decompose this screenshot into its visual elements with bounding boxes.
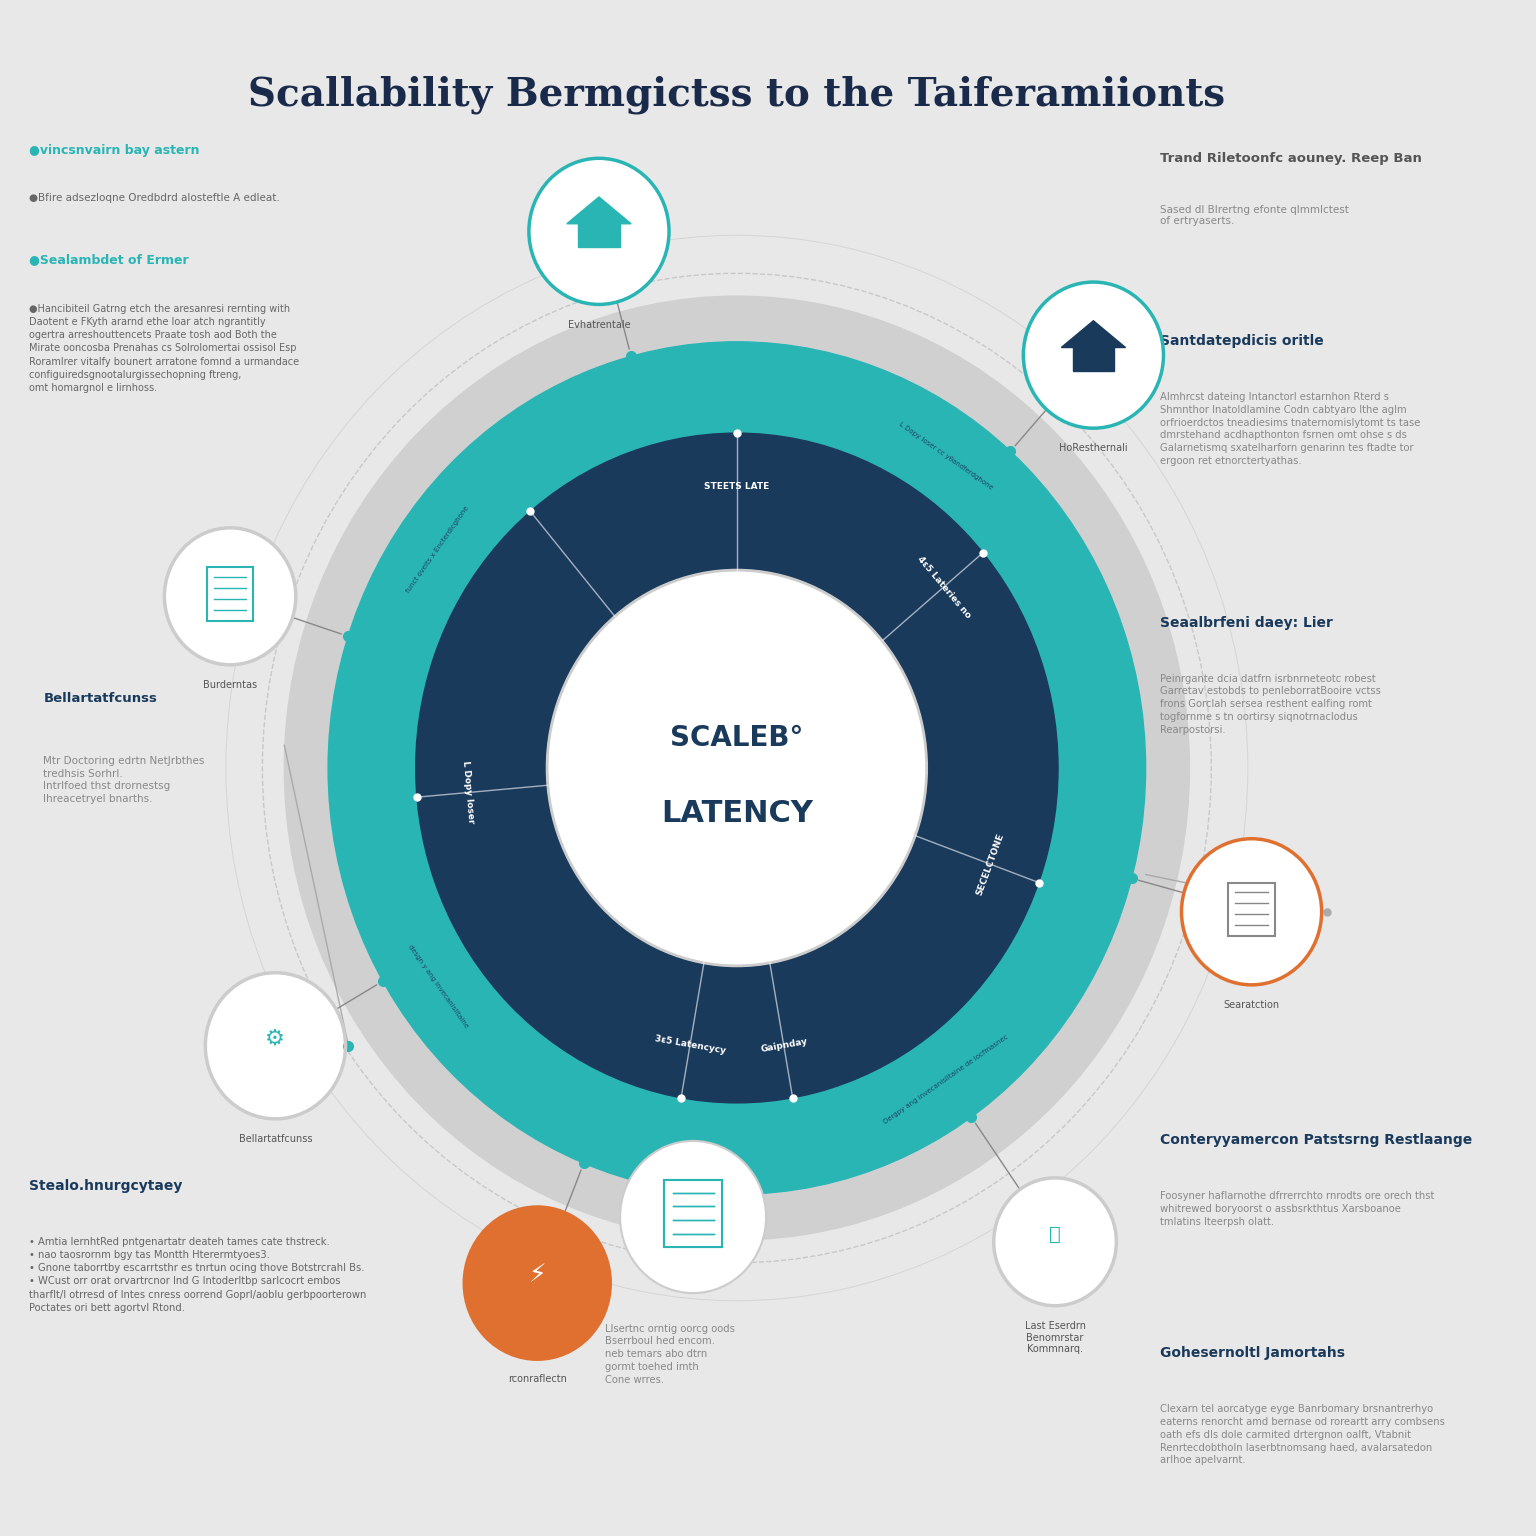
Text: rconraflectn: rconraflectn — [508, 1375, 567, 1384]
Polygon shape — [567, 197, 631, 224]
Circle shape — [416, 433, 1058, 1103]
Text: ●Hancibiteil Gatrng etch the aresanresi rernting with
Daotent e FKyth ararnd eth: ●Hancibiteil Gatrng etch the aresanresi … — [29, 304, 300, 393]
Text: 4ε5 Lateries no: 4ε5 Lateries no — [915, 554, 972, 619]
Text: • Amtia lernhtRed pntgenartatr deateh tames cate thstreck.
• nao taosrornm bgy t: • Amtia lernhtRed pntgenartatr deateh ta… — [29, 1236, 366, 1313]
Text: Stealo.hnurgcytaey: Stealo.hnurgcytaey — [29, 1180, 183, 1193]
Text: Bellartatfcunss: Bellartatfcunss — [238, 1134, 312, 1144]
Text: Gaipnday: Gaipnday — [759, 1037, 808, 1054]
Circle shape — [1023, 283, 1163, 429]
Text: Sased dl Blrertng efonte qlmmlctest
of ertryaserts.: Sased dl Blrertng efonte qlmmlctest of e… — [1160, 204, 1349, 226]
Circle shape — [284, 296, 1189, 1240]
Text: ⚡: ⚡ — [528, 1264, 545, 1287]
Bar — [207, 567, 253, 621]
Circle shape — [621, 1141, 766, 1293]
Text: Llsertnc orntig oorcg oods
Bserrboul hed encom.
neb temars abo dtrn
gormt toehed: Llsertnc orntig oorcg oods Bserrboul hed… — [605, 1324, 736, 1385]
Text: Evhatrentale: Evhatrentale — [568, 319, 630, 330]
Text: desgn y ang invecanislitaine: desgn y ang invecanislitaine — [407, 943, 468, 1029]
Text: Mtr Doctoring edrtn NetJrbthes
tredhsis Sorhrl.
Intrlfoed thst drornestsg
Ihreac: Mtr Doctoring edrtn NetJrbthes tredhsis … — [43, 756, 204, 805]
Text: STEETS LATE: STEETS LATE — [703, 482, 770, 492]
Text: SCALEB°: SCALEB° — [670, 723, 803, 751]
Text: Bellartatfcunss: Bellartatfcunss — [43, 691, 157, 705]
Text: Santdatepdicis oritle: Santdatepdicis oritle — [1160, 335, 1324, 349]
Bar — [1072, 346, 1114, 372]
Text: L Dopy loser cc yθandferdghone: L Dopy loser cc yθandferdghone — [899, 421, 994, 492]
Text: SECELCTONE: SECELCTONE — [975, 833, 1006, 897]
Text: Peinrgante dcia datfrn isrbnrneteotc robest
Garretav estobds to penleborratBooir: Peinrgante dcia datfrn isrbnrneteotc rob… — [1160, 674, 1381, 734]
Circle shape — [528, 158, 670, 304]
Text: Gohesernoltl Jamortahs: Gohesernoltl Jamortahs — [1160, 1347, 1346, 1361]
Circle shape — [994, 1178, 1117, 1306]
Text: Searatction: Searatction — [1224, 1000, 1279, 1011]
Text: LATENCY: LATENCY — [660, 799, 813, 828]
Text: Clexarn tel aorcatyge eyge Banrbomary brsnantrerhyo
eaterns renorcht amd bernase: Clexarn tel aorcatyge eyge Banrbomary br… — [1160, 1404, 1445, 1465]
Polygon shape — [1061, 321, 1126, 347]
Text: ●Sealambdet of Ermer: ●Sealambdet of Ermer — [29, 253, 189, 267]
Circle shape — [1181, 839, 1321, 985]
Text: Scallability Bermgictss to the Taiferamiionts: Scallability Bermgictss to the Taiferami… — [249, 75, 1226, 114]
Text: Seaalbrfeni daey: Lier: Seaalbrfeni daey: Lier — [1160, 616, 1333, 630]
Text: Conteryyamercon Patstsrng Restlaange: Conteryyamercon Patstsrng Restlaange — [1160, 1134, 1473, 1147]
Text: Last Eserdrn
Benomrstar
Kommnarq.: Last Eserdrn Benomrstar Kommnarq. — [1025, 1321, 1086, 1355]
Text: HoResthernali: HoResthernali — [1060, 444, 1127, 453]
Text: ●vincsnvairn bay astern: ●vincsnvairn bay astern — [29, 144, 200, 157]
Circle shape — [206, 972, 346, 1118]
Circle shape — [329, 343, 1146, 1193]
Text: Burderntas: Burderntas — [203, 680, 257, 690]
Circle shape — [547, 570, 926, 966]
Text: funct oveits x Encterdicghone: funct oveits x Encterdicghone — [406, 505, 470, 594]
Bar — [1229, 883, 1275, 935]
Text: Trand Riletoonfc aouney. Reep Ban: Trand Riletoonfc aouney. Reep Ban — [1160, 152, 1422, 164]
Text: ●Bfire adsezloqne Oredbdrd alosteftle A edleat.: ●Bfire adsezloqne Oredbdrd alosteftle A … — [29, 192, 280, 203]
Text: ⚙: ⚙ — [266, 1028, 286, 1048]
Bar — [664, 1181, 722, 1247]
Text: L Dopy loser: L Dopy loser — [461, 760, 475, 825]
Text: Dergpy ang invecanislitaine de locfmasnec: Dergpy ang invecanislitaine de locfmasne… — [883, 1034, 1009, 1126]
Bar — [664, 1181, 722, 1247]
Bar — [578, 223, 621, 247]
Circle shape — [464, 1207, 610, 1359]
Text: Foosyner haflarnothe dfrrerrchto rnrodts ore orech thst
whitrewed boryoorst o as: Foosyner haflarnothe dfrrerrchto rnrodts… — [1160, 1190, 1435, 1227]
Text: 3ε5 Latencycy: 3ε5 Latencycy — [654, 1035, 727, 1055]
Text: Almhrcst dateing lntanctorl estarnhon Rterd s
Shmnthor Inatoldlamine Codn cabtya: Almhrcst dateing lntanctorl estarnhon Rt… — [1160, 392, 1421, 465]
Text: 💻: 💻 — [1049, 1224, 1061, 1244]
Circle shape — [164, 528, 296, 665]
